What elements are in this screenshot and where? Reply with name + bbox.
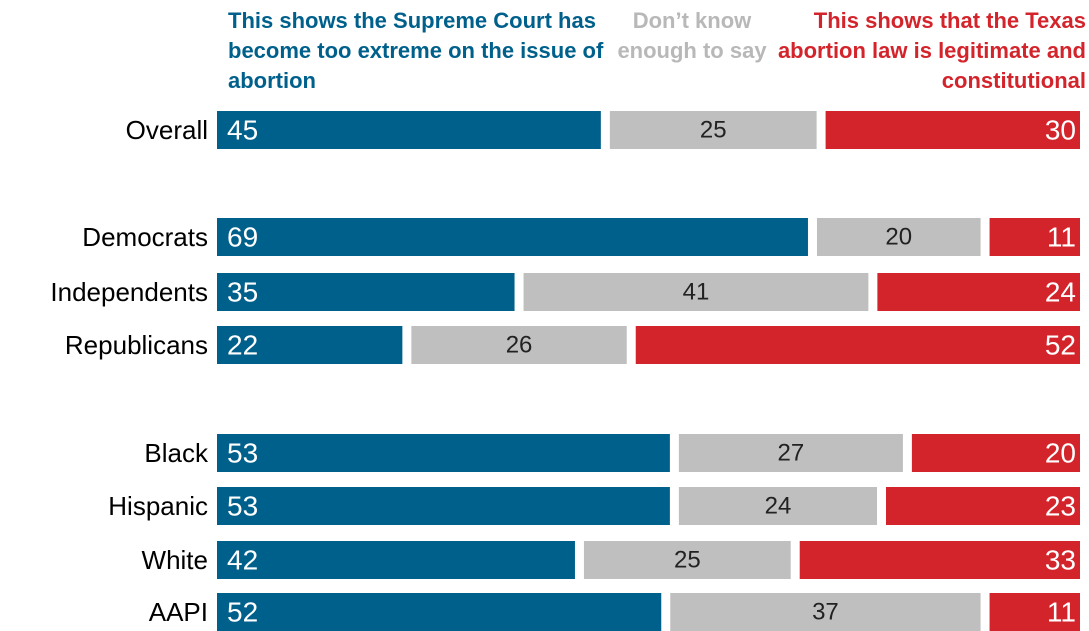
bar-segment <box>635 326 1080 364</box>
bar-segment <box>816 218 981 256</box>
value-label: 33 <box>1045 545 1076 576</box>
bar-segment <box>217 273 515 311</box>
bar-segment <box>217 218 808 256</box>
category-label: Republicans <box>65 330 208 360</box>
category-label: AAPI <box>149 597 208 627</box>
value-label: 42 <box>227 545 258 576</box>
value-label: 52 <box>1045 330 1076 361</box>
value-label: 37 <box>812 599 839 626</box>
bar-segment <box>678 434 903 472</box>
bar-segment <box>678 487 878 525</box>
bar-segment <box>583 541 791 579</box>
value-label: 24 <box>765 493 792 520</box>
value-label: 22 <box>227 330 258 361</box>
bar-segment <box>877 273 1080 311</box>
bar-segment <box>411 326 627 364</box>
category-label: Independents <box>50 277 208 307</box>
category-label: White <box>142 545 208 575</box>
value-label: 30 <box>1045 115 1076 146</box>
bar-segment <box>217 487 670 525</box>
bar-segment <box>217 593 662 631</box>
legend-entry: This shows the Supreme Court has become … <box>228 8 604 93</box>
bar-segment <box>799 541 1080 579</box>
bar-segment <box>886 487 1080 525</box>
value-label: 27 <box>778 440 805 467</box>
category-label: Democrats <box>82 222 208 252</box>
value-label: 53 <box>227 491 258 522</box>
value-label: 25 <box>674 547 701 574</box>
bar-segment <box>670 593 981 631</box>
bar-segment <box>523 273 869 311</box>
value-label: 41 <box>683 279 710 306</box>
legend-entry: Don’t know enough to say <box>617 8 767 63</box>
value-label: 69 <box>227 222 258 253</box>
value-label: 24 <box>1045 277 1076 308</box>
bar-segment <box>217 541 575 579</box>
bar-segment <box>217 326 403 364</box>
bar-segment <box>609 111 817 149</box>
value-label: 20 <box>885 224 912 251</box>
value-label: 20 <box>1045 438 1076 469</box>
value-label: 25 <box>700 117 727 144</box>
bar-segment <box>989 218 1080 256</box>
value-label: 11 <box>1047 222 1076 253</box>
bar-segment <box>911 434 1080 472</box>
value-label: 11 <box>1047 597 1076 628</box>
category-label: Black <box>144 438 209 468</box>
bar-segment <box>217 111 601 149</box>
bar-segment <box>825 111 1080 149</box>
value-label: 45 <box>227 115 258 146</box>
category-label: Overall <box>126 115 208 145</box>
value-label: 26 <box>506 332 533 359</box>
bar-segment <box>989 593 1080 631</box>
legend-entry: This shows that the Texas abortion law i… <box>777 8 1086 93</box>
bar-segment <box>217 434 670 472</box>
category-label: Hispanic <box>108 491 208 521</box>
value-label: 52 <box>227 597 258 628</box>
value-label: 23 <box>1045 491 1076 522</box>
value-label: 35 <box>227 277 258 308</box>
value-label: 53 <box>227 438 258 469</box>
